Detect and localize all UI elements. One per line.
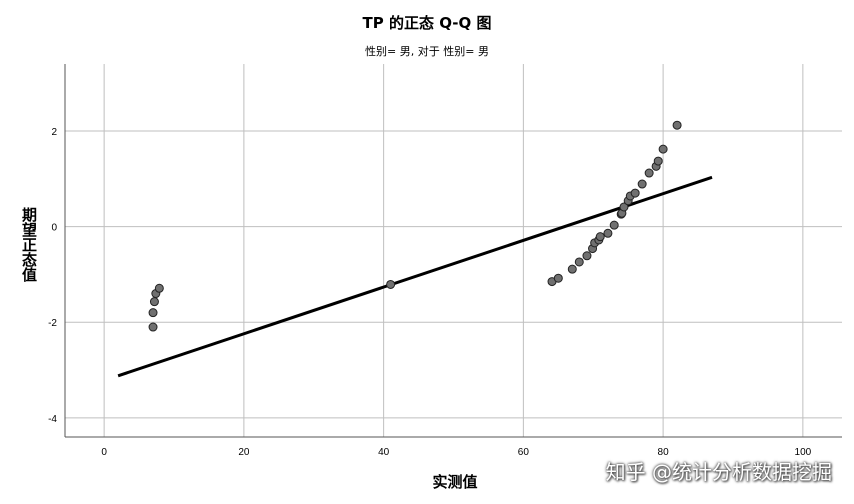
data-point (609, 220, 619, 230)
data-point (574, 257, 584, 267)
watermark: 知乎 @统计分析数据挖掘 (605, 460, 832, 484)
data-point (148, 308, 158, 318)
reference-line (117, 175, 713, 378)
axes (64, 64, 842, 438)
x-tick-label: 60 (518, 447, 530, 458)
data-point (148, 322, 158, 332)
x-axis-label: 实测值 (432, 473, 478, 491)
data-point (595, 232, 605, 242)
y-tick-label: -2 (48, 318, 57, 329)
chart-title: TP 的正态 Q-Q 图 (362, 14, 492, 32)
data-point (553, 273, 563, 283)
x-tick-label: 80 (658, 447, 670, 458)
data-point (149, 297, 159, 307)
x-tick-label: 100 (795, 447, 812, 458)
data-point (567, 264, 577, 274)
y-tick-label: -4 (48, 414, 57, 425)
x-tick-label: 40 (378, 447, 390, 458)
data-point (582, 251, 592, 261)
data-point (630, 188, 640, 198)
data-point (619, 202, 629, 212)
gridlines (65, 64, 842, 437)
data-points (148, 120, 682, 332)
x-tick-label: 0 (101, 447, 107, 458)
y-axis-label: 期望正态值 (20, 207, 38, 282)
data-point (644, 168, 654, 178)
data-point (672, 120, 682, 130)
data-point (603, 228, 613, 238)
data-point (658, 144, 668, 154)
data-point (653, 156, 663, 166)
data-point (637, 179, 647, 189)
x-tick-label: 20 (238, 447, 250, 458)
reference-line-segment (117, 175, 713, 378)
y-tick-label: 2 (51, 127, 57, 138)
tick-labels: 0 20 40 60 80 100 -4 -2 0 2 (48, 127, 812, 458)
chart-subtitle: 性别= 男, 对于 性别= 男 (365, 45, 489, 58)
data-point (386, 279, 396, 289)
data-point (154, 283, 164, 293)
y-tick-label: 0 (51, 223, 57, 234)
